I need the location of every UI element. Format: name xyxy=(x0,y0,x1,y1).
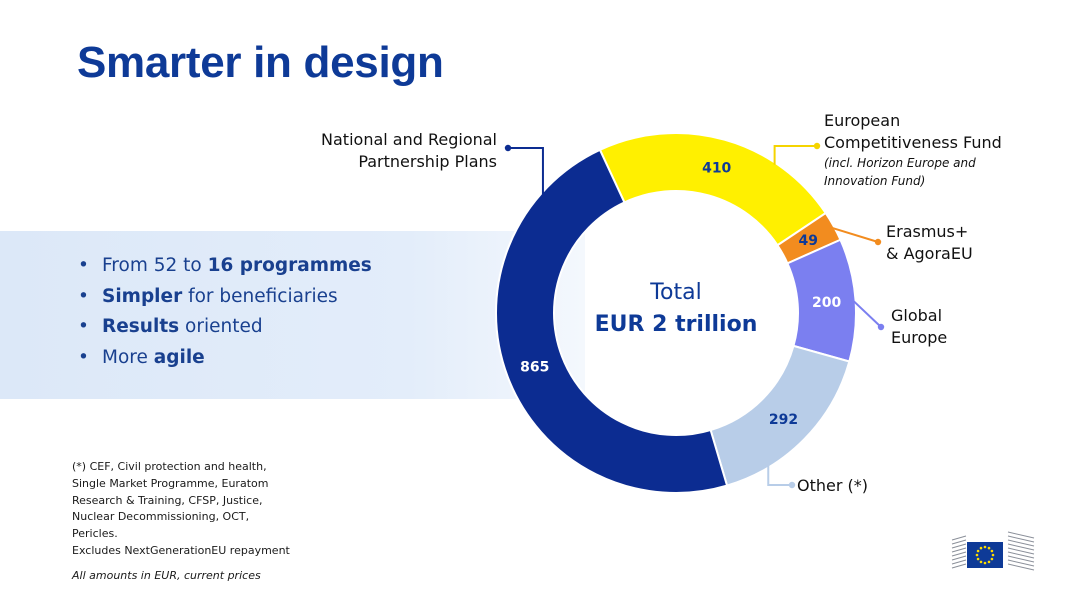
leader-lines xyxy=(504,142,885,489)
donut-slice xyxy=(495,148,729,494)
leader-line xyxy=(773,145,817,165)
eu-star-icon xyxy=(990,557,994,561)
slice-group xyxy=(495,132,857,494)
eu-star-icon xyxy=(987,546,991,550)
footnote-line: Research & Training, CFSP, Justice, xyxy=(72,493,263,507)
slice-value-label: 865 xyxy=(520,359,549,375)
eu-star-icon xyxy=(983,545,987,549)
leader-line xyxy=(851,299,882,328)
bullet-item: • Results oriented xyxy=(78,314,372,345)
label-ecf: European Competitiveness Fund (incl. Hor… xyxy=(824,111,1002,188)
value-labels: 410 49 200 292 865 xyxy=(520,161,841,428)
footnote-line: (*) CEF, Civil protection and health, xyxy=(72,460,267,473)
footnote-line: Pericles. xyxy=(72,527,118,541)
label-other: Other (*) xyxy=(797,476,868,495)
eu-star-icon xyxy=(979,546,983,550)
footnote-line: Excludes NextGenerationEU repayment xyxy=(72,543,290,557)
slice-value-label: 410 xyxy=(702,161,731,177)
page-title: Smarter in design xyxy=(77,38,444,87)
label-global-europe: Global Europe xyxy=(891,306,948,347)
eu-star-icon xyxy=(987,560,991,564)
eu-star-icon xyxy=(983,561,987,565)
bullet-item: • More agile xyxy=(78,345,372,376)
label-erasmus: Erasmus+ & AgoraEU xyxy=(886,222,973,263)
leader-dot xyxy=(813,142,821,150)
leader-line xyxy=(830,226,879,243)
european-commission-logo xyxy=(951,531,1035,571)
footnote-line: Single Market Programme, Euratom xyxy=(72,476,269,490)
slice-value-label: 49 xyxy=(798,233,817,249)
eu-star-icon xyxy=(975,553,979,557)
center-total-label: Total xyxy=(649,280,701,305)
bullet-list: • From 52 to 16 programmes • Simpler for b… xyxy=(78,253,372,375)
highlight-band xyxy=(0,231,585,399)
leader-dot xyxy=(788,481,796,489)
donut-slice xyxy=(598,132,828,247)
leader-dot xyxy=(877,323,885,331)
eu-star-icon xyxy=(979,560,983,564)
leader-dot xyxy=(504,144,512,152)
eu-star-icon xyxy=(976,557,980,561)
footnote: (*) CEF, Civil protection and health, Si… xyxy=(72,459,290,560)
slice-value-label: 200 xyxy=(812,295,841,311)
bullet-item: • From 52 to 16 programmes xyxy=(78,253,372,284)
eu-star-icon xyxy=(991,553,995,557)
footnote-line: Nuclear Decommissioning, OCT, xyxy=(72,510,250,524)
bullet-dot-icon: • xyxy=(78,285,89,307)
leader-line xyxy=(508,147,544,197)
bullet-item: • Simpler for beneficiaries xyxy=(78,284,372,315)
eu-star-icon xyxy=(976,549,980,553)
bullet-dot-icon: • xyxy=(78,316,89,337)
amounts-note: All amounts in EUR, current prices xyxy=(72,569,261,582)
bullet-dot-icon: • xyxy=(78,255,89,276)
label-nrpp: National and Regional Partnership Plans xyxy=(321,130,497,171)
eu-star-icon xyxy=(990,549,994,553)
leader-dot xyxy=(874,238,882,246)
bullet-dot-icon: • xyxy=(78,346,89,368)
center-total-value: EUR 2 trillion xyxy=(595,312,758,337)
leader-line xyxy=(767,464,792,486)
slice-value-label: 292 xyxy=(769,412,798,428)
